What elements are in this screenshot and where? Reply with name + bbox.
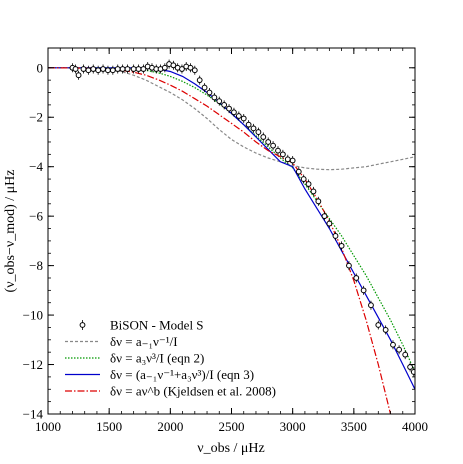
data-point bbox=[368, 302, 374, 309]
x-axis-label: ν_obs / μHz bbox=[197, 441, 265, 456]
series-line-power bbox=[48, 67, 392, 414]
data-point bbox=[265, 139, 272, 145]
legend-symbol-bison-point bbox=[79, 322, 86, 328]
x-tick-label: 4000 bbox=[402, 419, 428, 434]
data-point bbox=[300, 176, 307, 182]
data-point bbox=[310, 188, 317, 195]
series-layer bbox=[48, 59, 415, 414]
data-point bbox=[140, 66, 147, 72]
data-point bbox=[124, 66, 131, 72]
data-point bbox=[338, 242, 345, 249]
series-line-a1 bbox=[48, 67, 415, 171]
legend-label-power: δν = aν^b (Kjeldsen et al. 2008) bbox=[110, 384, 276, 399]
data-point bbox=[295, 168, 302, 175]
data-point bbox=[109, 67, 116, 74]
legend-label-a1: δν = a₋₁ν⁻¹/I bbox=[110, 334, 178, 349]
data-point bbox=[332, 233, 339, 239]
data-point bbox=[119, 66, 126, 72]
data-point bbox=[187, 64, 194, 71]
data-point bbox=[105, 67, 111, 74]
data-point bbox=[170, 62, 177, 69]
data-point bbox=[305, 181, 312, 187]
y-tick-label: −14 bbox=[23, 407, 44, 422]
data-point bbox=[95, 67, 102, 74]
data-point bbox=[201, 84, 208, 91]
data-point bbox=[80, 66, 87, 72]
data-point bbox=[360, 287, 367, 294]
x-tick-label: 2000 bbox=[157, 419, 183, 434]
y-tick-label: 0 bbox=[37, 60, 44, 75]
data-point bbox=[407, 364, 414, 370]
data-point bbox=[279, 151, 286, 158]
data-point bbox=[135, 66, 142, 72]
x-tick-label: 3500 bbox=[341, 419, 367, 434]
data-point bbox=[255, 129, 262, 135]
data-point bbox=[226, 105, 232, 112]
data-point bbox=[410, 369, 415, 375]
data-point bbox=[130, 66, 137, 72]
data-point bbox=[191, 67, 198, 74]
data-point bbox=[289, 157, 296, 164]
data-point bbox=[321, 213, 328, 220]
data-point bbox=[72, 66, 79, 72]
y-tick-label: −8 bbox=[29, 258, 43, 273]
x-tick-label: 2500 bbox=[219, 419, 245, 434]
x-tick-label: 1000 bbox=[35, 419, 61, 434]
legend-label-bison: BiSON - Model S bbox=[110, 318, 204, 333]
data-point bbox=[375, 322, 382, 328]
data-point bbox=[75, 72, 82, 79]
data-point bbox=[250, 125, 257, 132]
plot-frame bbox=[47, 47, 416, 415]
data-point bbox=[260, 134, 267, 140]
legend-label-a3: δν = a₃ν³/I (eqn 2) bbox=[110, 351, 204, 366]
data-point bbox=[396, 346, 402, 353]
y-tick-label: −10 bbox=[23, 308, 43, 323]
data-point bbox=[315, 198, 322, 205]
data-point bbox=[196, 77, 203, 84]
x-tick-label: 1500 bbox=[96, 419, 122, 434]
data-point bbox=[402, 351, 409, 358]
data-point bbox=[275, 147, 281, 154]
y-tick-label: −4 bbox=[29, 159, 43, 174]
data-point bbox=[284, 156, 291, 163]
data-point bbox=[326, 220, 333, 227]
data-point bbox=[240, 115, 247, 122]
data-point bbox=[90, 66, 97, 72]
data-point bbox=[353, 275, 360, 281]
data-point bbox=[100, 66, 106, 72]
y-tick-label: −12 bbox=[23, 357, 43, 372]
y-axis-label: (ν_obs−ν_mod) / μHz bbox=[3, 170, 18, 293]
data-point bbox=[390, 341, 396, 348]
data-point bbox=[270, 142, 276, 149]
data-point bbox=[216, 98, 223, 105]
data-point bbox=[382, 327, 389, 333]
data-point bbox=[161, 64, 168, 71]
data-point bbox=[179, 66, 185, 72]
data-point bbox=[235, 113, 242, 119]
data-point bbox=[245, 121, 252, 128]
x-tick-label: 3000 bbox=[280, 419, 306, 434]
data-point bbox=[85, 67, 92, 74]
data-point bbox=[114, 66, 121, 72]
y-tick-label: −2 bbox=[29, 110, 43, 125]
legend: BiSON - Model Sδν = a₋₁ν⁻¹/I δν = a₃ν³/I … bbox=[65, 318, 276, 399]
data-point bbox=[231, 109, 237, 116]
data-point bbox=[206, 89, 213, 96]
data-point bbox=[211, 94, 218, 101]
series-line-combined bbox=[48, 67, 415, 390]
legend-label-combined: δν = (a₋₁ν⁻¹+a₃ν³)/I (eqn 3) bbox=[110, 367, 254, 382]
data-point bbox=[221, 101, 228, 108]
y-tick-label: −6 bbox=[29, 209, 43, 224]
data-point bbox=[346, 262, 352, 269]
